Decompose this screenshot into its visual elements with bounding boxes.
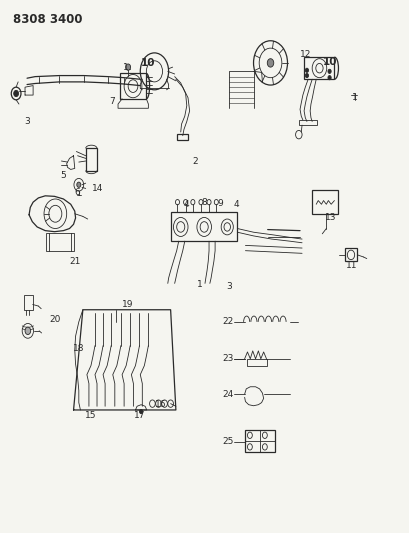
Text: 10: 10 (141, 59, 155, 68)
Circle shape (126, 64, 130, 70)
Text: 6: 6 (74, 188, 80, 197)
Text: 17: 17 (133, 411, 145, 420)
Circle shape (305, 68, 308, 72)
Circle shape (25, 327, 31, 335)
Text: 5: 5 (61, 171, 66, 180)
Text: 1: 1 (197, 280, 202, 289)
Text: 15: 15 (85, 411, 97, 420)
Text: 1: 1 (351, 93, 357, 102)
Bar (244, 430, 274, 452)
Text: 16: 16 (154, 400, 166, 409)
Text: 4: 4 (233, 200, 239, 209)
Bar (247, 359, 266, 366)
Text: 9: 9 (216, 199, 222, 208)
Text: 22: 22 (222, 317, 234, 326)
Circle shape (267, 59, 273, 67)
Text: 14: 14 (92, 184, 103, 193)
Circle shape (327, 76, 330, 80)
Circle shape (13, 90, 18, 96)
Bar (311, 190, 338, 214)
Bar (298, 120, 316, 125)
Text: 12: 12 (299, 50, 310, 59)
Text: 21: 21 (69, 257, 80, 266)
Text: 3: 3 (226, 282, 231, 291)
Circle shape (139, 409, 142, 414)
Text: 18: 18 (73, 344, 84, 353)
Text: 1: 1 (123, 62, 129, 71)
Bar (120, 74, 146, 99)
Text: 10: 10 (321, 58, 336, 67)
Text: 23: 23 (222, 354, 234, 364)
Text: 25: 25 (222, 437, 234, 446)
Bar (344, 248, 357, 261)
Bar (303, 57, 334, 79)
Text: 19: 19 (121, 300, 133, 309)
Text: 7: 7 (109, 97, 115, 106)
Text: 2: 2 (191, 157, 197, 166)
Text: 4: 4 (184, 200, 189, 209)
Circle shape (76, 182, 81, 188)
Bar (177, 134, 187, 140)
Bar (85, 148, 97, 171)
Bar (46, 233, 74, 251)
Text: 11: 11 (345, 261, 356, 270)
Text: 24: 24 (222, 390, 234, 399)
Text: 8: 8 (201, 198, 207, 207)
Text: 13: 13 (324, 213, 335, 222)
Circle shape (327, 69, 330, 74)
Text: 8308 3400: 8308 3400 (13, 13, 82, 26)
Bar (24, 295, 33, 310)
Text: 20: 20 (49, 315, 61, 324)
Circle shape (305, 74, 308, 78)
Bar (170, 212, 237, 241)
Text: 3: 3 (24, 117, 30, 126)
